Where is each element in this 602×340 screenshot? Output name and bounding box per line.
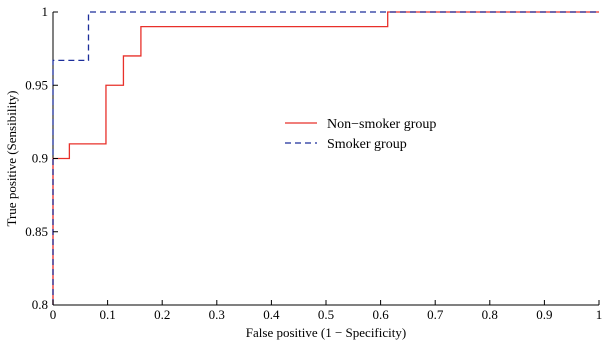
x-tick-label: 0.3 — [209, 307, 225, 322]
x-tick-label: 0.4 — [263, 307, 280, 322]
legend-label-non-smoker: Non−smoker group — [327, 117, 436, 132]
y-tick-label: 0.95 — [25, 77, 48, 92]
y-tick-label: 0.8 — [32, 297, 48, 312]
x-tick-label: 0.2 — [154, 307, 170, 322]
y-tick-label: 0.9 — [32, 151, 48, 166]
ticks-layer: 0 0.1 0.2 0.3 0.4 0.5 0.6 0.7 0.8 0.9 1 0.8 0.85 0.9 0… — [25, 4, 602, 322]
x-axis-label: False positive (1 − Specificity) — [246, 325, 406, 340]
x-tick-label: 1 — [596, 307, 602, 322]
series-line-smoker — [52, 11, 599, 305]
legend-label-smoker: Smoker group — [327, 137, 407, 152]
x-tick-label: 0.9 — [536, 307, 552, 322]
y-tick-label: 1 — [42, 4, 49, 19]
series-line-non-smoker — [52, 11, 599, 305]
y-axis-label: True positive (Sensibility) — [4, 90, 19, 226]
x-tick-label: 0.6 — [372, 307, 389, 322]
y-tick-label: 0.85 — [25, 224, 48, 239]
legend: Non−smoker group Smoker group — [285, 117, 436, 152]
series-layer — [52, 11, 599, 305]
x-tick-label: 0.7 — [427, 307, 444, 322]
x-tick-label: 0.1 — [99, 307, 115, 322]
x-tick-label: 0 — [50, 307, 57, 322]
x-tick-label: 0.8 — [482, 307, 498, 322]
x-tick-label: 0.5 — [318, 307, 334, 322]
